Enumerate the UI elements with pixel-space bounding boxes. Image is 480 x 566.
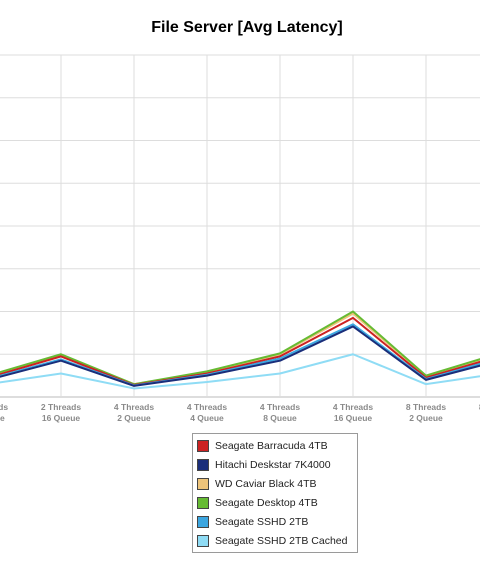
legend-swatch [197,534,209,547]
legend-item[interactable]: WD Caviar Black 4TB [193,474,357,493]
legend-label: Seagate SSHD 2TB [215,515,309,528]
legend: Seagate Barracuda 4TB Hitachi Deskstar 7K… [192,433,358,553]
legend-swatch [197,496,209,509]
grid [0,54,480,398]
series-line-5 [0,353,480,390]
chart-title: File Server [Avg Latency] [151,19,343,36]
x-tick-label: 4 Threads 16 Queue [333,402,373,423]
legend-label: Seagate Desktop 4TB [215,496,318,509]
x-tick-label: 4 Threads 4 Queue [187,402,227,423]
legend-swatch [197,439,209,452]
x-tick-label: 2 Threads 16 Queue [41,402,81,423]
legend-item[interactable]: Seagate SSHD 2TB Cached [193,531,357,550]
series-line-0 [0,316,480,387]
legend-swatch [197,458,209,471]
legend-swatch [197,477,209,490]
legend-label: Hitachi Deskstar 7K4000 [215,458,331,471]
legend-label: Seagate SSHD 2TB Cached [215,534,348,547]
legend-item[interactable]: Hitachi Deskstar 7K4000 [193,455,357,474]
series-line-3 [0,310,480,386]
x-tick-label: 4 Threads 2 Queue [114,402,154,423]
series-lines [0,310,480,390]
legend-item[interactable]: Seagate SSHD 2TB [193,512,357,531]
legend-label: WD Caviar Black 4TB [215,477,317,490]
x-tick-label: 4 Threads 8 Queue [260,402,300,423]
legend-item[interactable]: Seagate Barracuda 4TB [193,436,357,455]
legend-swatch [197,515,209,528]
x-tick-label: 8 Threads 2 Queue [406,402,446,423]
legend-item[interactable]: Seagate Desktop 4TB [193,493,357,512]
legend-label: Seagate Barracuda 4TB [215,439,328,452]
series-line-1 [0,325,480,387]
